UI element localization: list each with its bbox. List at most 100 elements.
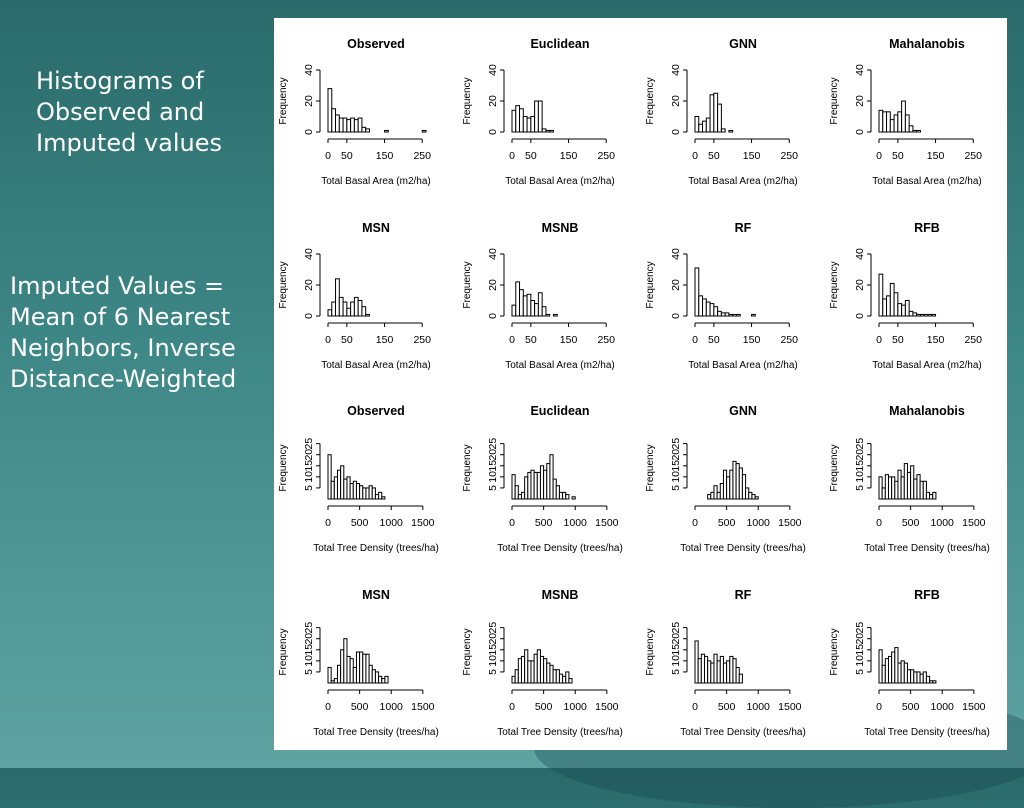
histogram-bar	[371, 487, 376, 500]
x-tick-label: 0	[325, 701, 331, 713]
histogram-10: Euclidean 0 500 1000 1500 Total Tree Density …	[462, 404, 623, 554]
x-tick-label: 50	[892, 334, 904, 346]
histogram-bar	[421, 129, 427, 133]
y-tick-label: 5	[303, 485, 315, 491]
x-axis-label: Total Basal Area (m2/ha)	[321, 176, 431, 187]
x-tick-label: 250	[780, 150, 798, 162]
y-tick-label: 15	[487, 644, 499, 656]
histogram-bar	[922, 480, 927, 500]
y-tick-label: 0	[303, 313, 315, 319]
y-tick-label: 0	[670, 129, 682, 135]
histogram-bar	[545, 129, 551, 133]
x-tick-label: 50	[708, 150, 720, 162]
histogram-2: Euclidean 0 50 150 250 Total Basal Area (m2/h…	[462, 37, 615, 187]
histogram-bar	[335, 114, 340, 133]
histogram-bar	[908, 125, 914, 133]
histogram-bar	[694, 116, 700, 133]
y-axis-label: Frequency	[462, 77, 473, 124]
histogram-bar	[342, 117, 348, 133]
y-tick-label: 10	[487, 655, 499, 667]
x-tick-label: 50	[525, 150, 537, 162]
histogram-bar	[327, 88, 333, 133]
histogram-bar	[537, 100, 543, 133]
x-axis-label: Total Tree Density (trees/ha)	[680, 727, 806, 738]
histogram-13: MSN 0 500 1000 1500 Total Tree Density (trees…	[278, 588, 439, 738]
x-axis-label: Total Basal Area (m2/ha)	[505, 360, 615, 371]
histogram-7: RF 0 50 150 250 Total Basal Area (m2/ha) 0 20 40…	[645, 221, 798, 371]
x-tick-label: 250	[964, 334, 982, 346]
chart-title: Observed	[347, 404, 405, 418]
x-tick-label: 1000	[747, 701, 771, 713]
histogram-bar	[384, 675, 389, 684]
histogram-bar	[882, 111, 888, 133]
y-tick-label: 40	[670, 64, 682, 76]
y-tick-label: 25	[854, 438, 866, 450]
histogram-bar	[327, 454, 332, 500]
y-tick-label: 5	[854, 485, 866, 491]
chart-title: Euclidean	[530, 37, 589, 51]
histogram-bar	[713, 306, 719, 317]
histogram-bar	[571, 496, 576, 500]
chart-title: MSNB	[542, 588, 579, 602]
histogram-4: Mahalanobis 0 50 150 250 Total Basal Area (m2…	[829, 37, 982, 187]
histogram-bar	[893, 292, 899, 317]
y-tick-label: 15	[854, 460, 866, 472]
histogram-bar	[717, 310, 722, 317]
histogram-bar	[350, 117, 355, 133]
histogram-bar	[912, 129, 918, 133]
y-axis-label: Frequency	[645, 444, 656, 491]
histogram-bar	[353, 119, 359, 133]
histogram-6: MSNB 0 50 150 250 Total Basal Area (m2/ha) 0 20…	[462, 221, 615, 371]
histogram-bar	[904, 300, 910, 317]
x-tick-label: 1500	[778, 701, 802, 713]
histogram-bar	[694, 267, 700, 317]
histogram-bar	[882, 298, 888, 317]
x-tick-label: 250	[780, 334, 798, 346]
y-tick-label: 5	[487, 669, 499, 675]
histogram-11: GNN 0 500 1000 1500 Total Tree Density (trees…	[645, 404, 806, 554]
x-tick-label: 150	[560, 334, 578, 346]
y-tick-label: 0	[487, 313, 499, 319]
y-tick-label: 5	[854, 669, 866, 675]
y-axis-label: Frequency	[645, 628, 656, 675]
histogram-bar	[932, 680, 937, 684]
histogram-bar	[751, 313, 756, 317]
x-tick-label: 0	[325, 150, 331, 162]
histogram-bar	[378, 491, 383, 500]
histogram-bar	[702, 298, 707, 317]
histogram-bar	[522, 116, 528, 133]
histogram-bar	[705, 117, 711, 133]
y-tick-label: 15	[303, 644, 315, 656]
histogram-1: Observed 0 50 150 250 Total Basal Area (m2/ha…	[278, 37, 431, 187]
histogram-bar	[565, 494, 570, 500]
x-tick-label: 1500	[595, 517, 619, 529]
x-tick-label: 1000	[380, 517, 404, 529]
x-tick-label: 500	[351, 701, 369, 713]
histogram-bar	[705, 301, 711, 317]
slide-heading: Histograms of Observed and Imputed value…	[36, 67, 222, 157]
y-tick-label: 20	[487, 95, 499, 107]
chart-title: RF	[735, 588, 752, 602]
y-tick-label: 20	[487, 449, 499, 461]
histogram-bar	[732, 313, 737, 317]
histogram-bar	[519, 108, 524, 133]
slide-note: Imputed Values = Mean of 6 Nearest Neigh…	[10, 272, 237, 393]
histogram-bar	[331, 108, 337, 133]
y-tick-label: 20	[670, 449, 682, 461]
x-tick-label: 150	[743, 334, 761, 346]
chart-title: Observed	[347, 37, 405, 51]
y-axis-label: Frequency	[829, 444, 840, 491]
histogram-bar	[514, 485, 519, 500]
x-tick-label: 1000	[931, 517, 955, 529]
y-axis-label: Frequency	[829, 77, 840, 124]
x-tick-label: 500	[902, 517, 920, 529]
y-axis-label: Frequency	[462, 444, 473, 491]
x-axis-label: Total Tree Density (trees/ha)	[864, 727, 990, 738]
x-tick-label: 50	[341, 334, 353, 346]
y-axis-label: Frequency	[462, 261, 473, 308]
histogram-bar	[738, 673, 743, 684]
histogram-bar	[720, 128, 726, 133]
y-tick-label: 20	[854, 279, 866, 291]
histogram-5: MSN 0 50 150 250 Total Basal Area (m2/ha) 0 20 4…	[278, 221, 431, 371]
chart-title: RFB	[914, 588, 940, 602]
